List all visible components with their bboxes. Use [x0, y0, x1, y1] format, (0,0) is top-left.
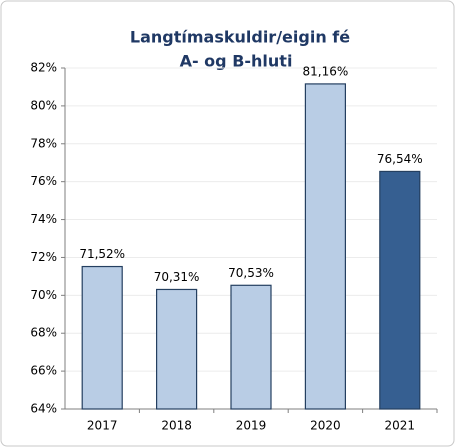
- x-tick-label: 2019: [236, 419, 267, 433]
- y-tick-label: 76%: [30, 174, 57, 188]
- x-tick-label: 2021: [385, 419, 416, 433]
- y-tick-label: 70%: [30, 288, 57, 302]
- x-tick-label: 2020: [310, 419, 341, 433]
- y-tick-label: 72%: [30, 250, 57, 264]
- data-label: 70,53%: [228, 266, 274, 280]
- y-tick-label: 78%: [30, 136, 57, 150]
- y-tick-label: 66%: [30, 364, 57, 378]
- y-tick-label: 80%: [30, 98, 57, 112]
- y-tick-label: 68%: [30, 326, 57, 340]
- bar: [156, 288, 198, 410]
- bar: [81, 265, 123, 410]
- chart-title: Langtímaskuldir/eigin fé: [130, 28, 350, 47]
- y-tick-label: 82%: [30, 61, 57, 75]
- data-label: 71,52%: [79, 247, 125, 261]
- chart-subtitle: A- og B-hluti: [180, 52, 293, 71]
- x-tick-label: 2018: [161, 419, 192, 433]
- data-label: 76,54%: [377, 152, 423, 166]
- y-tick-label: 64%: [30, 402, 57, 416]
- data-label: 81,16%: [303, 64, 349, 78]
- y-tick-label: 74%: [30, 212, 57, 226]
- bar: [379, 170, 421, 410]
- bar: [230, 284, 272, 410]
- bar: [304, 83, 346, 410]
- data-label: 70,31%: [154, 270, 200, 284]
- x-tick-label: 2017: [87, 419, 118, 433]
